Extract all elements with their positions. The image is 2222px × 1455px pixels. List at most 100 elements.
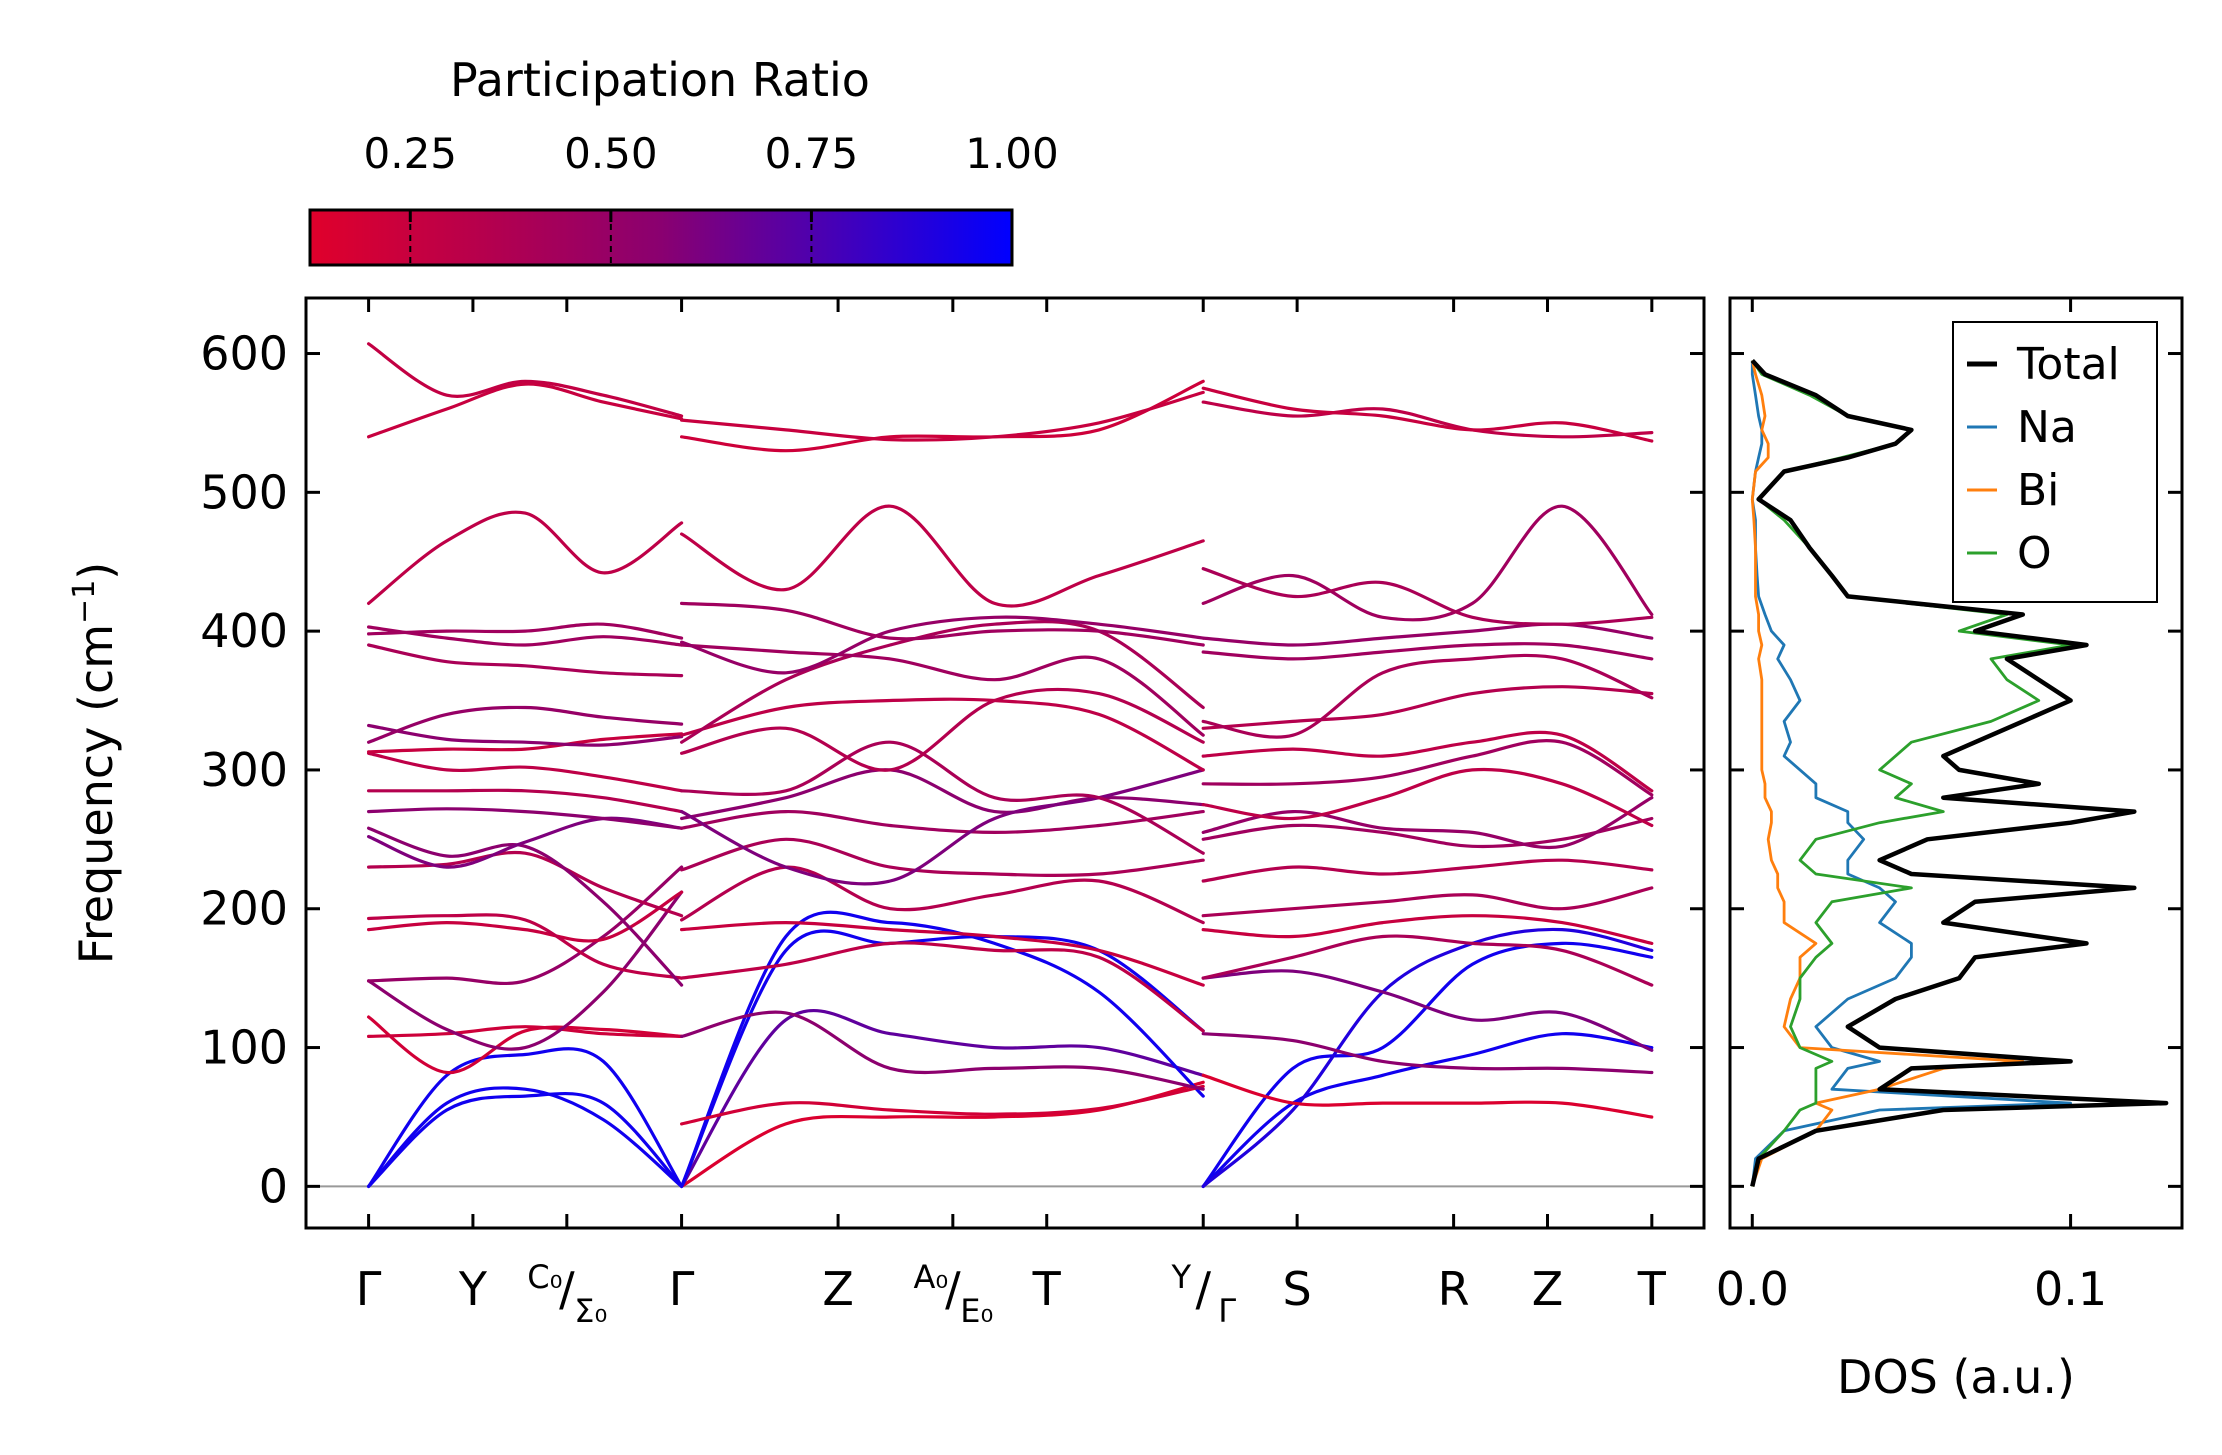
phonon-band [367, 865, 684, 985]
dos-curve-total [1750, 358, 2169, 1187]
phonon-band [367, 826, 684, 987]
band-k-label: Γ [669, 1262, 695, 1316]
phonon-band [367, 1015, 684, 1075]
phonon-band [1201, 1073, 1654, 1119]
phonon-band [680, 504, 1205, 608]
dos-legend: Total Na Bi O [1952, 321, 2158, 603]
phonon-band [367, 1025, 684, 1038]
band-k-label-slash: / [945, 1262, 961, 1316]
band-panel-frame [304, 296, 1706, 1230]
phonon-band [1201, 816, 1654, 849]
colorbar-tick-label: 0.50 [564, 129, 658, 178]
phonon-band [367, 850, 684, 918]
phonon-band [1201, 886, 1654, 918]
phonon-band [367, 816, 684, 869]
colorbar-title: Participation Ratio [450, 53, 870, 107]
phonon-band [1201, 622, 1654, 647]
phonon-band [367, 643, 684, 678]
phonon-band [680, 768, 1205, 821]
band-k-label: S [1283, 1262, 1312, 1316]
phonon-band [680, 1010, 1205, 1091]
dos-panel: 0.0 0.1 DOS (a.u.) Total Na Bi O [1716, 296, 2184, 1404]
colorbar-tick-label: 0.75 [765, 129, 859, 178]
legend-label: Na [2017, 402, 2077, 453]
phonon-band [367, 622, 684, 640]
dos-x-axis-title: DOS (a.u.) [1837, 1350, 2075, 1404]
phonon-band [367, 1086, 684, 1188]
colorbar-tick-label: 1.00 [965, 129, 1059, 178]
band-k-label-bottom: Σ₀ [574, 1292, 607, 1330]
phonon-band [680, 768, 1205, 886]
phonon-band [680, 615, 1205, 675]
phonon-band [1201, 386, 1654, 443]
band-k-label: Z [1532, 1262, 1564, 1316]
phonon-band [1201, 767, 1654, 828]
band-k-label: Z [822, 1262, 854, 1316]
phonon-band [1201, 567, 1654, 626]
phonon-band [680, 1084, 1205, 1126]
band-k-label: T [1637, 1262, 1667, 1316]
phonon-band [680, 379, 1205, 453]
band-y-axis-title: Frequency (cm−1) [67, 562, 123, 965]
phonon-band [1201, 1032, 1654, 1075]
legend-label: O [2017, 528, 2052, 579]
phonon-band [680, 920, 1205, 987]
phonon-band [680, 865, 1205, 925]
phonon-band [1201, 504, 1654, 622]
phonon-band [1201, 941, 1654, 1188]
phonon-band [680, 929, 1205, 1188]
colorbar: Participation Ratio 0.25 0.50 0.75 1.00 [308, 53, 1059, 267]
phonon-band [367, 890, 684, 943]
dos-panel-frame [1728, 296, 2184, 1230]
phonon-band [1201, 969, 1654, 1052]
phonon-band [1201, 653, 1654, 739]
dos-y-ticks [1730, 352, 2182, 1188]
legend-label: Total [2016, 339, 2120, 390]
dos-lines [1750, 358, 2169, 1187]
phonon-band [680, 941, 1205, 1033]
phonon-band [367, 723, 684, 747]
colorbar-gradient [308, 208, 1014, 267]
phonon-band [680, 643, 1205, 737]
phonon-band [1201, 796, 1654, 850]
phonon-band [367, 382, 684, 439]
phonon-band [1201, 642, 1654, 661]
phonon-band [367, 732, 684, 754]
colorbar-ticks: 0.25 0.50 0.75 1.00 [364, 129, 1059, 265]
band-y-tick-label: 300 [200, 743, 288, 797]
band-k-label: Γ [356, 1262, 382, 1316]
phonon-band [1201, 685, 1654, 730]
band-y-tick-label: 200 [200, 882, 288, 936]
phonon-band [1201, 927, 1654, 1188]
band-y-tick-label: 500 [200, 465, 288, 519]
band-lines [306, 342, 1704, 1188]
phonon-band [680, 1080, 1205, 1188]
phonon-band [1201, 914, 1654, 945]
phonon-band [680, 619, 1205, 744]
phonon-band [367, 807, 684, 830]
phonon-band [680, 687, 1205, 772]
phonon-band [1201, 934, 1654, 987]
phonon-band [680, 390, 1205, 442]
phonon-band [367, 1047, 684, 1188]
phonon-band [367, 913, 684, 980]
phonon-band [367, 625, 684, 647]
band-k-label-top: A₀ [913, 1258, 948, 1296]
phonon-band [680, 697, 1205, 772]
band-k-label: R [1438, 1262, 1470, 1316]
band-k-label-bottom: Γ [1218, 1292, 1236, 1330]
phonon-band [367, 342, 684, 418]
band-k-label: T [1032, 1262, 1062, 1316]
band-y-tick-label: 400 [200, 604, 288, 658]
phonon-band [680, 740, 1205, 855]
phonon-band [367, 751, 684, 793]
phonon-band [367, 890, 684, 1051]
phonon-band [367, 510, 684, 605]
phonon-band [367, 1091, 684, 1188]
band-y-tick-label: 0 [259, 1159, 288, 1213]
band-k-label-bottom: E₀ [960, 1292, 993, 1330]
dos-x-tick-label: 0.1 [2034, 1262, 2107, 1316]
band-k-labels: Γ Y C₀/Σ₀ Γ Z A₀/E₀ T Y / Γ S R Z T [356, 298, 1667, 1330]
dos-curve-bi [1750, 360, 2025, 1187]
